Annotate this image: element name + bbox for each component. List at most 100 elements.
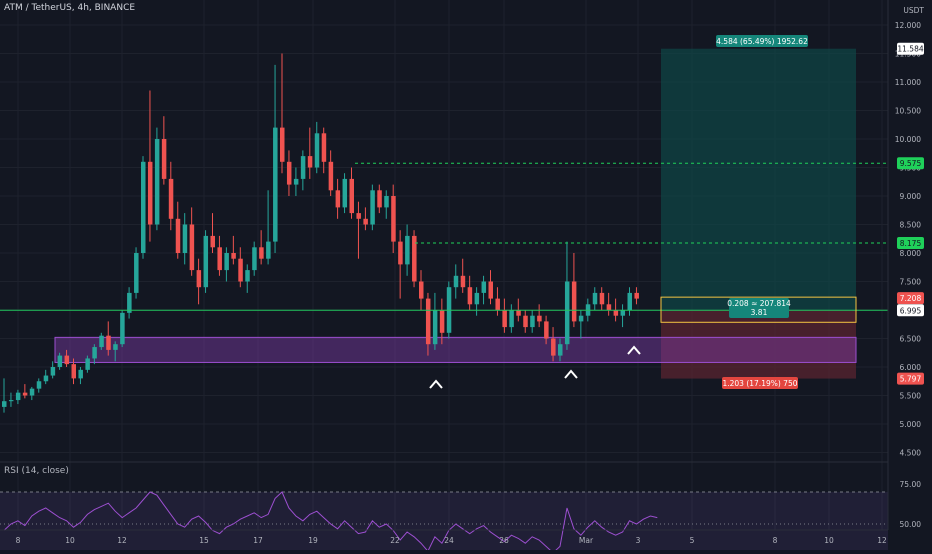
price-tag-level-mid: 8.175	[900, 239, 922, 248]
price-tick: 4.500	[900, 449, 922, 458]
candle	[99, 335, 104, 348]
candle	[154, 139, 160, 225]
candle	[113, 344, 118, 350]
chart-title: ATM / TetherUS, 4h, BINANCE	[4, 3, 136, 13]
time-tick: 12	[877, 536, 887, 545]
time-tick: Mar	[579, 536, 594, 545]
time-tick: 12	[117, 536, 127, 545]
time-tick: 24	[444, 536, 454, 545]
candle	[363, 218, 368, 225]
price-tag-level-upper: 9.575	[900, 159, 922, 168]
time-tick: 8	[16, 536, 21, 545]
info-label-bg	[729, 298, 789, 318]
candle	[488, 281, 493, 299]
candle	[620, 310, 626, 316]
time-tick: 10	[65, 536, 75, 545]
candle	[64, 355, 70, 365]
time-tick: 17	[253, 536, 263, 545]
candle	[217, 247, 222, 271]
price-tag-entry-bg	[897, 304, 924, 317]
candle	[273, 127, 278, 242]
candle	[613, 310, 619, 316]
candle	[8, 400, 14, 402]
price-tick: 5.000	[900, 420, 922, 429]
candle	[36, 381, 42, 389]
candle	[564, 281, 570, 345]
price-tag-stop-bg	[897, 372, 924, 385]
price-tag-entry: 6.995	[900, 306, 922, 315]
candle	[377, 190, 382, 208]
time-tick: 19	[308, 536, 318, 545]
candle	[467, 287, 473, 305]
price-tag-level-mid-bg	[897, 237, 924, 250]
price-tick: 7.500	[900, 278, 922, 287]
info-line-2: 3.81	[751, 308, 768, 317]
support-zone	[54, 336, 857, 363]
time-tick: 8	[773, 536, 778, 545]
candle	[161, 139, 167, 179]
price-tick: 9.000	[900, 192, 922, 201]
candle	[342, 178, 348, 208]
candle	[523, 315, 528, 328]
candle	[127, 292, 132, 313]
caret-marker	[564, 369, 578, 379]
price-tick: 10.000	[895, 135, 921, 144]
candle	[321, 133, 327, 162]
candle	[196, 270, 202, 288]
candle	[516, 310, 521, 316]
candle	[391, 196, 396, 242]
candle	[460, 275, 466, 288]
candle	[57, 355, 63, 367]
candle	[15, 392, 21, 401]
candle	[71, 364, 76, 379]
candle	[266, 241, 271, 259]
candle	[231, 253, 236, 259]
candle	[530, 315, 535, 328]
position-box	[660, 296, 857, 323]
candle	[592, 292, 598, 305]
caret-marker	[627, 345, 641, 355]
price-tick: 12.000	[895, 21, 921, 30]
currency-label: USDT	[903, 6, 924, 15]
candle	[280, 127, 285, 162]
target-label-bg	[716, 35, 808, 47]
candle	[210, 235, 215, 248]
rsi-line	[3, 491, 658, 554]
price-tag-level-upper-bg	[897, 157, 924, 170]
candle	[50, 367, 56, 376]
candle	[307, 156, 313, 168]
price-tag-target-bg	[897, 42, 924, 55]
time-tick: 26	[499, 536, 509, 545]
candle	[203, 235, 209, 288]
time-tick: 15	[199, 536, 209, 545]
candle	[599, 292, 605, 305]
time-tick: 5	[690, 536, 695, 545]
price-tick: 6.000	[900, 363, 922, 372]
price-tag-stop: 5.797	[900, 375, 922, 384]
candle	[314, 133, 320, 168]
candle	[29, 388, 35, 396]
price-tick: 8.500	[900, 221, 922, 230]
rsi-tick: 50.00	[900, 520, 922, 529]
candle	[432, 310, 438, 345]
candle	[328, 161, 334, 191]
candle	[85, 358, 90, 370]
caret-marker	[429, 379, 443, 389]
time-tick: 3	[636, 536, 641, 545]
profit-area	[661, 48, 856, 311]
candle	[106, 335, 111, 350]
candle	[92, 347, 97, 359]
candle	[558, 344, 563, 356]
candle	[439, 310, 445, 333]
candle	[238, 258, 243, 282]
price-tick: 8.000	[900, 249, 922, 258]
candle	[370, 190, 375, 225]
price-tag-target: 11.584	[897, 45, 923, 54]
candle	[300, 156, 306, 179]
price-tick: 6.500	[900, 335, 922, 344]
candle	[252, 247, 257, 271]
candle	[189, 224, 195, 271]
stop-label-bg	[722, 377, 798, 389]
